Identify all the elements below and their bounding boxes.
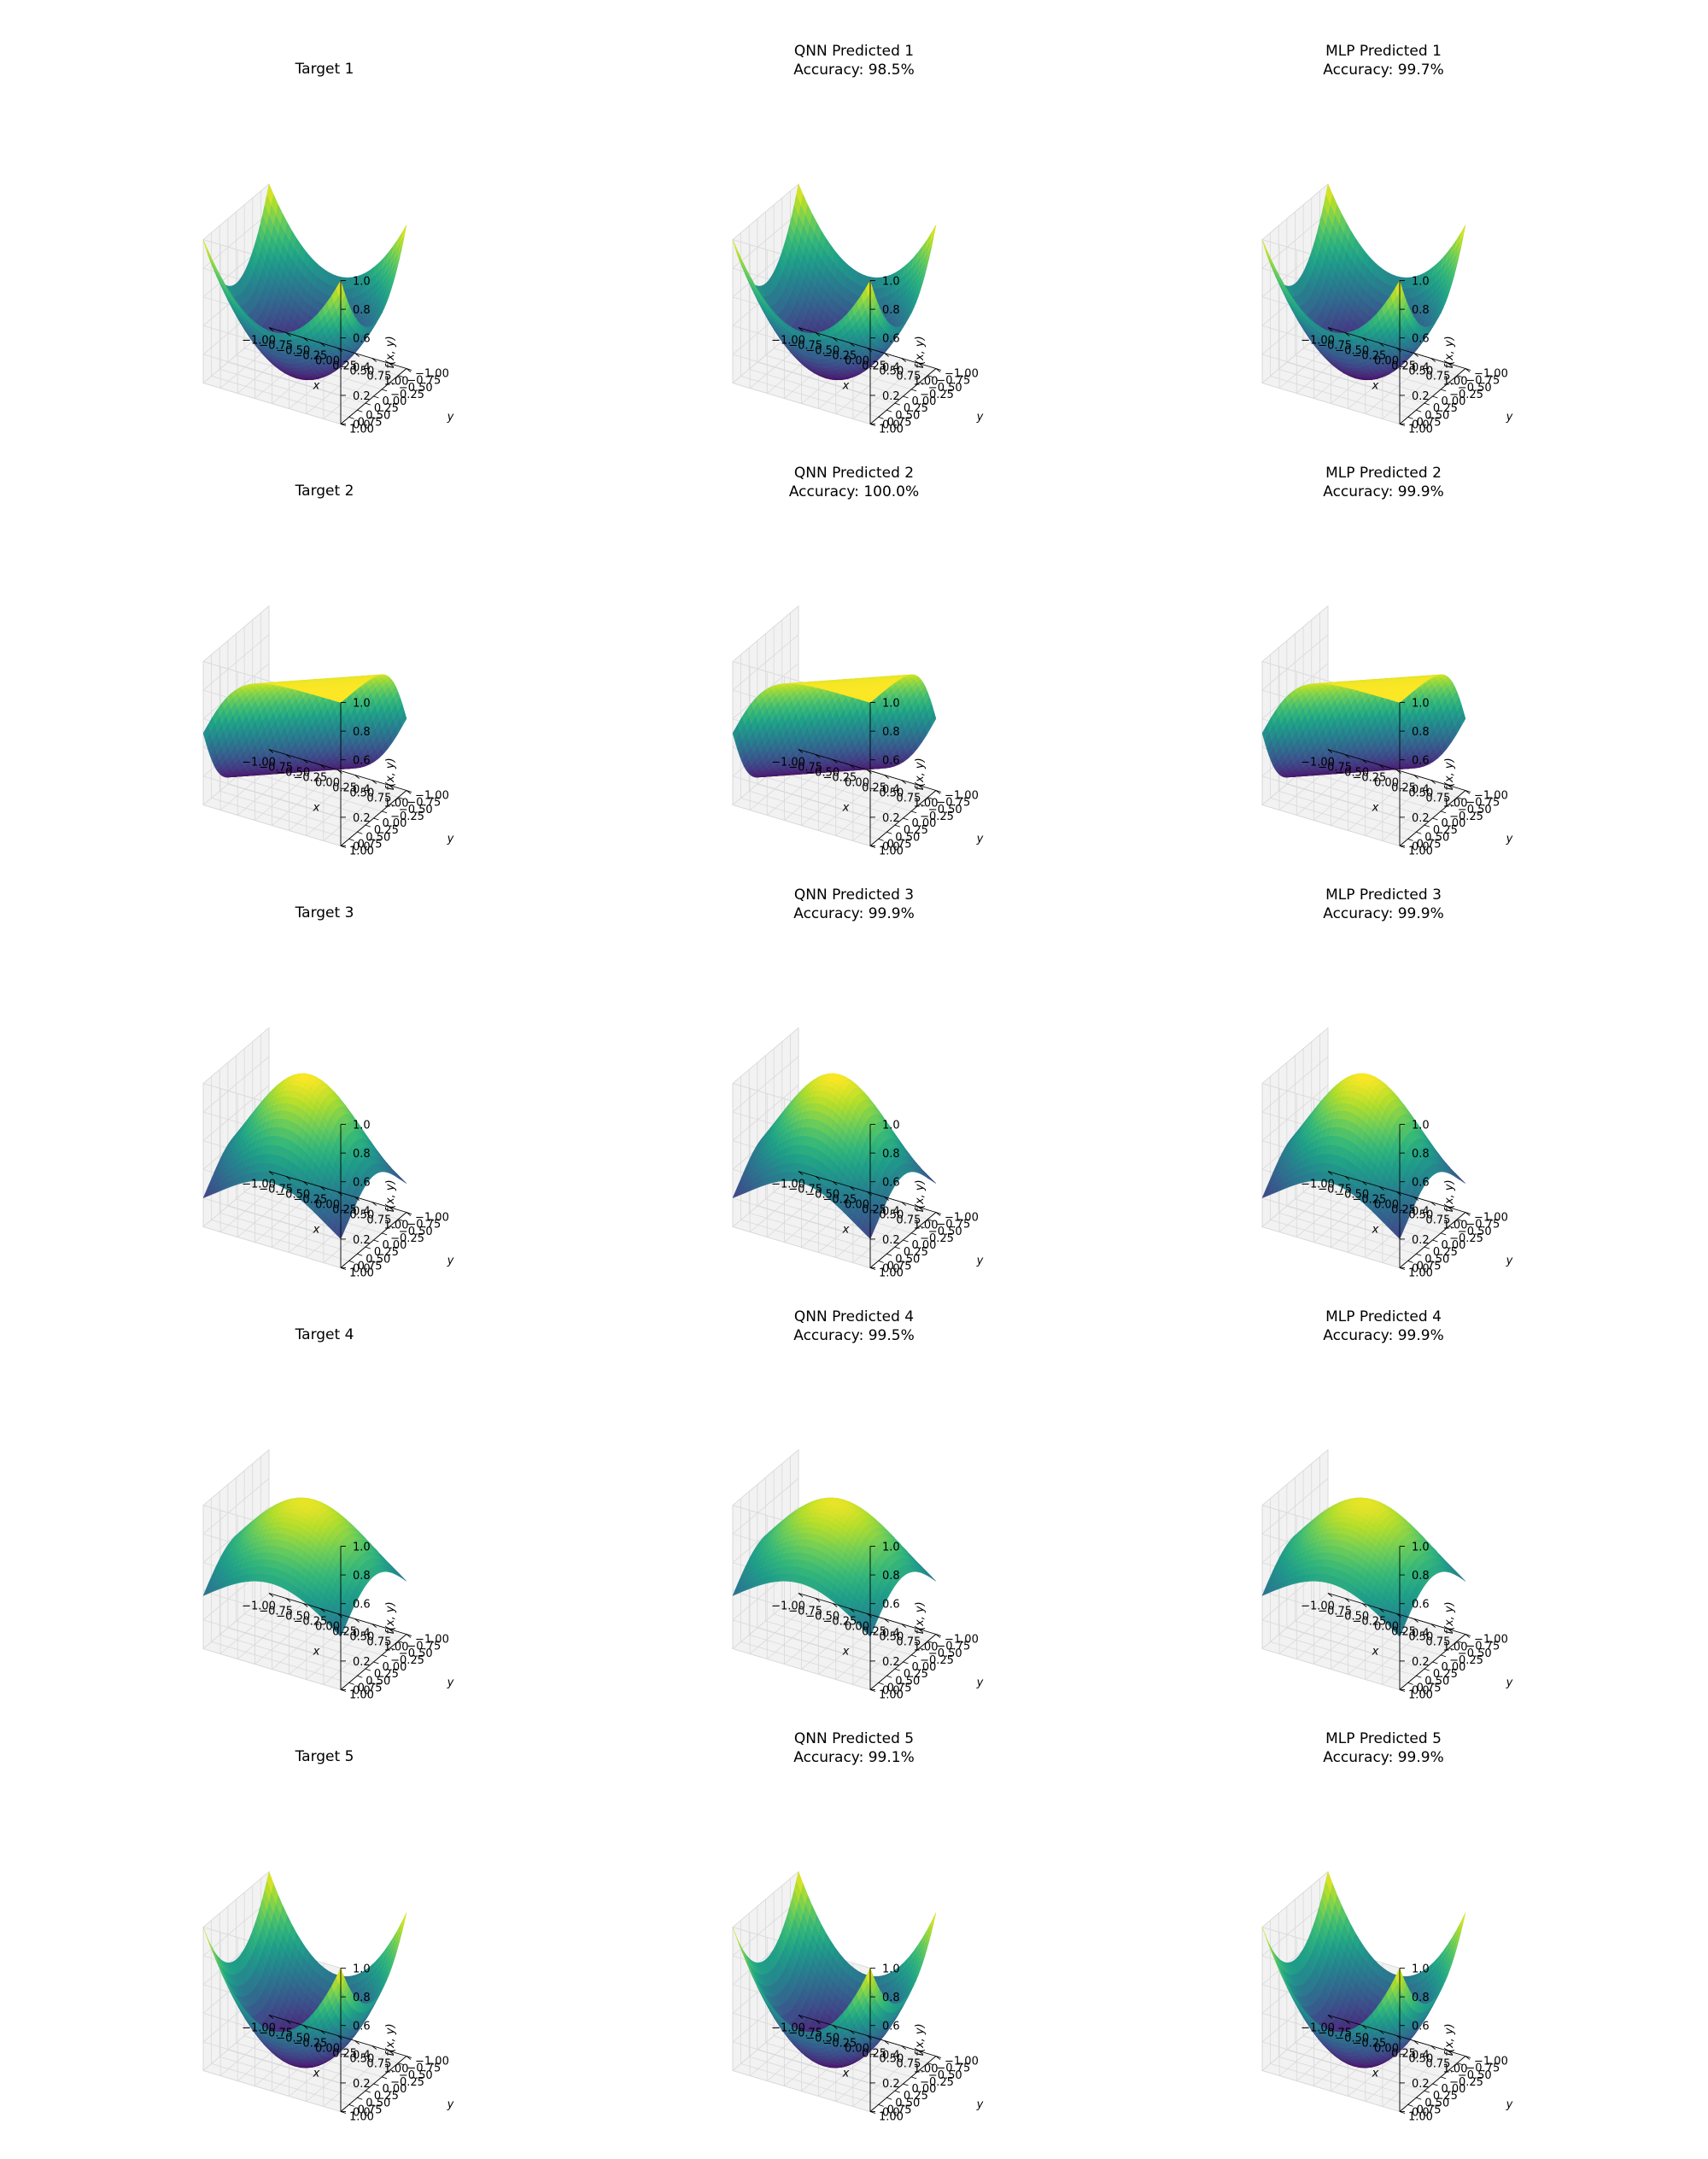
z-tick-label: 0.0 xyxy=(1412,419,1430,432)
z-tick-label: 1.0 xyxy=(353,276,371,289)
z-tick-label: 0.6 xyxy=(353,333,371,346)
surface-plot: −1.00−0.75−0.50−0.250.000.250.500.751.00… xyxy=(589,473,1119,893)
z-tick-label: 0.2 xyxy=(1412,390,1430,403)
y-tick-mark xyxy=(911,389,916,391)
z-tick-label: 0.0 xyxy=(882,419,900,432)
x-axis-label: x xyxy=(842,380,850,393)
z-tick-label: 1.0 xyxy=(882,276,900,289)
z-tick-label: 0.2 xyxy=(353,390,371,403)
z-axis-label: f(x, y) xyxy=(384,758,397,790)
y-tick-mark xyxy=(382,389,387,391)
z-tick-label: 0.4 xyxy=(353,783,371,796)
z-tick-label: 0.6 xyxy=(353,755,371,768)
y-tick-mark xyxy=(1433,396,1438,398)
z-axis-label: f(x, y) xyxy=(1443,336,1456,368)
x-axis-label: x xyxy=(313,380,320,393)
surface-plot: −1.00−0.75−0.50−0.250.000.250.500.751.00… xyxy=(589,51,1119,471)
y-tick-mark xyxy=(357,410,362,412)
z-tick-label: 0.2 xyxy=(882,390,900,403)
z-axis-label: f(x, y) xyxy=(914,336,927,368)
z-tick-label: 0.8 xyxy=(353,726,371,739)
surface-plot: −1.00−0.75−0.50−0.250.000.250.500.751.00… xyxy=(60,51,589,471)
y-tick-mark xyxy=(886,410,892,412)
z-tick-label: 0.8 xyxy=(353,304,371,317)
y-axis-label: y xyxy=(1506,411,1513,424)
z-tick-label: 0.6 xyxy=(882,333,900,346)
y-tick-mark xyxy=(382,811,387,813)
y-axis-label: y xyxy=(447,411,454,424)
surface-plot: −1.00−0.75−0.50−0.250.000.250.500.751.00… xyxy=(60,473,589,893)
y-tick-mark xyxy=(366,403,371,405)
z-tick-label: 0.8 xyxy=(1412,304,1430,317)
z-tick-label: 0.4 xyxy=(1412,361,1430,374)
z-tick-label: 1.0 xyxy=(1412,276,1430,289)
y-tick-mark xyxy=(374,396,379,398)
z-tick-label: 0.6 xyxy=(1412,333,1430,346)
y-tick-mark xyxy=(374,818,379,820)
x-axis-label: x xyxy=(1372,380,1379,393)
y-tick-mark xyxy=(1441,389,1446,391)
z-tick-label: 0.2 xyxy=(353,812,371,825)
x-axis-label: x xyxy=(313,802,320,815)
z-tick-label: 0.8 xyxy=(882,304,900,317)
z-tick-label: 1.0 xyxy=(353,698,371,711)
y-tick-mark xyxy=(1424,403,1430,405)
z-tick-label: 0.4 xyxy=(882,361,900,374)
z-axis-label: f(x, y) xyxy=(384,336,397,368)
y-tick-mark xyxy=(366,825,371,827)
surface-plot: −1.00−0.75−0.50−0.250.000.250.500.751.00… xyxy=(1119,51,1648,471)
z-tick-label: 0.0 xyxy=(353,841,371,854)
y-tick-mark xyxy=(357,832,362,834)
y-axis-label: y xyxy=(447,833,454,845)
y-axis-label: y xyxy=(976,411,984,424)
y-tick-mark xyxy=(895,403,900,405)
z-tick-label: 0.0 xyxy=(353,419,371,432)
y-tick-mark xyxy=(1416,410,1421,412)
z-tick-label: 0.4 xyxy=(353,361,371,374)
y-tick-mark xyxy=(904,396,909,398)
